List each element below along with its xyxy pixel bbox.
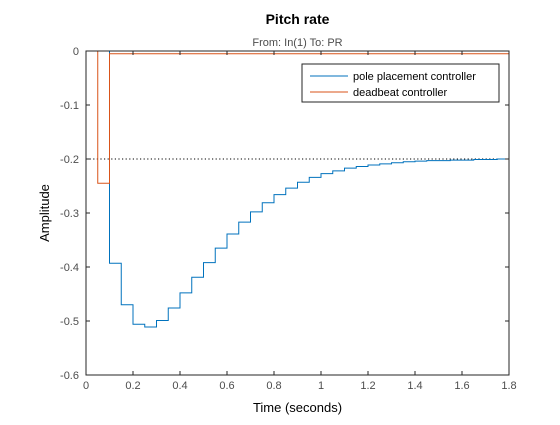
legend: pole placement controller deadbeat contro… <box>301 63 500 103</box>
y-tick-label: -0.6 <box>60 370 79 382</box>
chart-subtitle: From: In(1) To: PR <box>252 37 342 49</box>
x-tick-label: 1.8 <box>501 380 516 392</box>
x-tick-label: 0.8 <box>266 380 281 392</box>
x-tick-label: 1.6 <box>454 380 469 392</box>
legend-entry-label: deadbeat controller <box>353 87 448 99</box>
y-tick-label: -0.4 <box>60 262 79 274</box>
series-line-0 <box>86 50 509 328</box>
y-tick-label: -0.2 <box>60 154 79 166</box>
y-axis-label: Amplitude <box>37 184 52 242</box>
y-tick-label: 0 <box>73 46 79 58</box>
legend-box <box>301 63 500 103</box>
x-tick-label: 0.2 <box>125 380 140 392</box>
legend-entry-label: pole placement controller <box>353 71 476 83</box>
x-tick-label: 1 <box>318 380 324 392</box>
x-axis-label: Time (seconds) <box>253 400 342 415</box>
x-tick-label: 1.4 <box>407 380 422 392</box>
x-tick-label: 0.4 <box>172 380 187 392</box>
ticks-layer: 0 0.2 0.4 0.6 0.8 1 1.2 1.4 1.6 1.8 0 -0.1 -0.2 -0.3 -… <box>60 46 517 392</box>
x-tick-label: 1.2 <box>360 380 375 392</box>
x-tick-label: 0 <box>83 380 89 392</box>
chart-title: Pitch rate <box>266 11 330 27</box>
y-tick-label: -0.5 <box>60 316 79 328</box>
y-tick-label: -0.3 <box>60 208 79 220</box>
y-tick-label: -0.1 <box>60 100 79 112</box>
x-tick-label: 0.6 <box>219 380 234 392</box>
